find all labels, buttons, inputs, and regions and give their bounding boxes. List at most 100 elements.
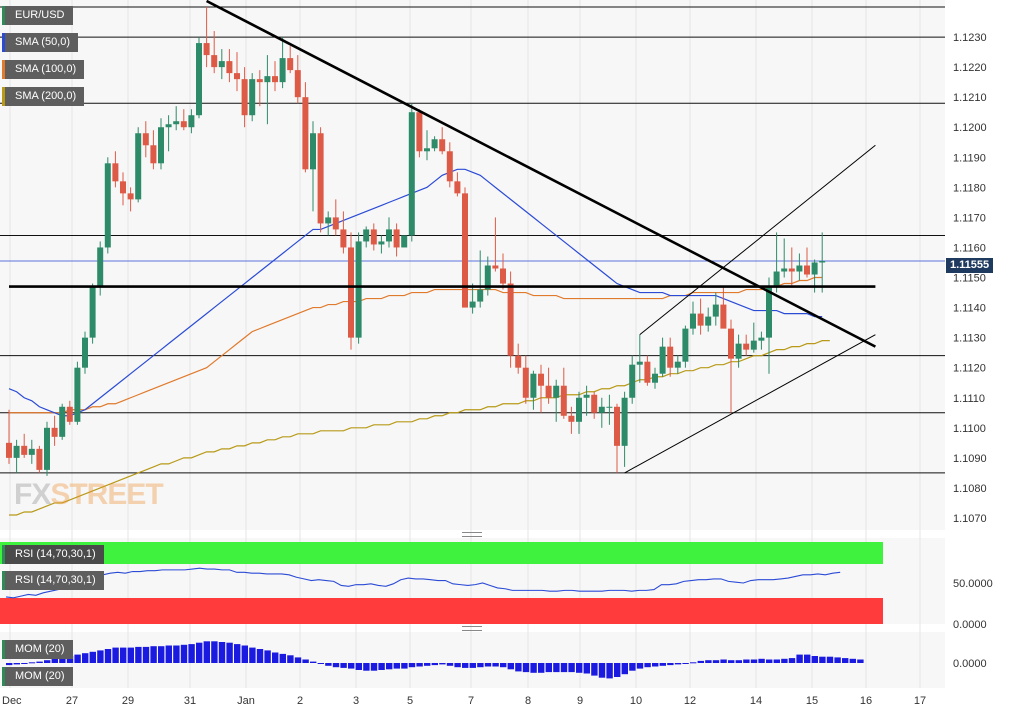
candle-bull <box>104 163 111 248</box>
candle-bear <box>127 193 134 200</box>
candle-bull <box>378 241 385 245</box>
legend-sma50-label: SMA (50,0) <box>15 36 71 48</box>
panel-splitter-rsi[interactable] <box>462 532 482 537</box>
candle-bear <box>804 265 810 275</box>
candle-bear <box>728 328 734 359</box>
time-axis-label: 14 <box>750 695 762 707</box>
legend-rsi-1[interactable]: RSI (14,70,30,1) <box>2 545 104 564</box>
momentum-bar <box>469 663 476 668</box>
momentum-bar <box>659 663 666 666</box>
watermark-street: STREET <box>50 478 163 511</box>
momentum-bar <box>165 645 172 663</box>
momentum-bar <box>36 661 43 663</box>
momentum-bar <box>226 642 233 663</box>
momentum-bar <box>454 663 461 668</box>
momentum-bar <box>598 663 606 678</box>
momentum-bar <box>127 647 134 663</box>
momentum-bar <box>591 663 598 676</box>
momentum-bar <box>302 659 309 663</box>
candle-bear <box>120 181 126 194</box>
trendline <box>639 144 876 336</box>
momentum-bar <box>416 663 423 667</box>
momentum-bar <box>667 663 674 666</box>
momentum-bar <box>294 657 302 663</box>
rsi-axis-label: 0.0000 <box>953 619 987 631</box>
momentum-bar <box>576 663 583 673</box>
momentum-bar <box>690 662 697 664</box>
momentum-bar <box>773 659 780 663</box>
candle-bear <box>644 361 651 383</box>
price-axis-labels: 1.1070 1.1080 1.1090 1.1100 1.1110 1.1120 1.11… <box>953 32 987 525</box>
momentum-bar <box>720 659 727 663</box>
candle-bull <box>781 268 788 272</box>
time-axis-label: 12 <box>684 695 696 707</box>
price-panel-bg <box>0 0 945 530</box>
candle-bear <box>317 133 324 224</box>
momentum-bar <box>135 646 142 663</box>
momentum-bar <box>317 663 324 664</box>
momentum-bar <box>804 654 811 663</box>
momentum-bar <box>484 663 492 667</box>
trendlines <box>9 0 876 474</box>
candle-bear <box>416 112 423 152</box>
momentum-bar <box>811 656 818 663</box>
candle-bull <box>74 367 81 422</box>
candle-bull <box>705 316 712 326</box>
legend-mom-1[interactable]: MOM (20) <box>2 640 73 659</box>
momentum-bar <box>355 663 362 670</box>
momentum-bar <box>462 663 469 668</box>
momentum-bar <box>568 663 575 673</box>
panel-splitter-mom[interactable] <box>462 626 482 631</box>
candle-bull <box>576 397 582 422</box>
candle-bear <box>142 133 149 146</box>
candle-bear <box>348 247 354 338</box>
momentum-bar <box>636 663 644 669</box>
momentum-bar <box>788 658 796 663</box>
legend-mom-1-label: MOM (20) <box>15 643 65 655</box>
momentum-bar <box>218 642 226 663</box>
momentum-bar <box>66 656 74 663</box>
mom-axis-label: 0.0000 <box>953 658 987 670</box>
price-axis-label: 1.1080 <box>953 483 987 495</box>
momentum-bar <box>249 647 256 663</box>
candle-bull <box>629 364 636 398</box>
candle-bear <box>36 448 43 470</box>
price-axis-label: 1.1090 <box>953 453 987 465</box>
candle-bull <box>13 445 20 458</box>
momentum-bar <box>13 663 20 665</box>
momentum-bar <box>545 663 552 673</box>
candle-bear <box>743 343 750 350</box>
momentum-bar <box>857 659 864 663</box>
trendline <box>624 334 876 474</box>
legend-sma200[interactable]: SMA (200,0) <box>2 87 85 106</box>
legend-sma100[interactable]: SMA (100,0) <box>2 60 85 79</box>
time-axis-label: 17 <box>914 695 926 707</box>
price-axis-label: 1.1120 <box>953 363 986 375</box>
legend-sma50[interactable]: SMA (50,0) <box>2 33 79 52</box>
legend-mom-2[interactable]: MOM (20) <box>2 667 73 686</box>
momentum-bar <box>674 663 682 665</box>
candle-bear <box>545 385 552 398</box>
price-axis-label: 1.1150 <box>953 273 986 285</box>
rsi-overbought-band <box>0 542 883 564</box>
price-axis-label: 1.1230 <box>953 32 987 44</box>
momentum-bar <box>234 644 241 663</box>
mom-axis-labels: 0.0000 <box>953 658 987 670</box>
candle-bear <box>393 229 400 248</box>
momentum-bar <box>606 663 613 679</box>
candle-bear <box>454 181 461 194</box>
candle-bear <box>211 55 218 68</box>
momentum-bar <box>522 663 530 673</box>
candle-bull <box>249 79 256 116</box>
rsi-axis-label: 50.0000 <box>953 578 993 590</box>
time-axis-label: 8 <box>525 695 531 707</box>
legend-eurusd[interactable]: EUR/USD <box>2 6 73 25</box>
momentum-bar <box>560 663 568 673</box>
candle-bull <box>82 337 88 368</box>
candle-bear <box>340 229 347 248</box>
legend-rsi-2[interactable]: RSI (14,70,30,1) <box>2 571 104 590</box>
price-axis-label: 1.1130 <box>953 333 986 345</box>
candle-bull <box>279 58 286 83</box>
candle-bull <box>355 241 362 338</box>
